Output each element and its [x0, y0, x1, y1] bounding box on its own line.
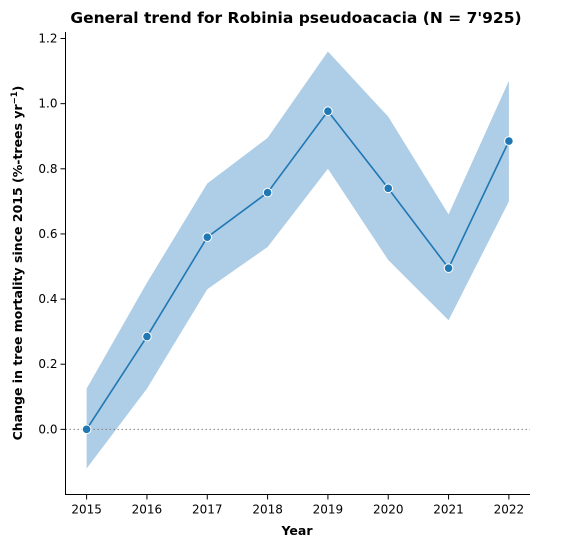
y-tick-label: 0.6 [38, 227, 57, 241]
x-tick-label: 2018 [252, 503, 283, 517]
data-point-2022 [504, 136, 514, 146]
y-ticks: 0.0 0.2 0.4 0.6 0.8 1.0 1.2 [38, 32, 66, 436]
data-point-2018 [262, 187, 273, 198]
x-axis-label: Year [281, 523, 314, 538]
y-axis-label-suffix: ) [10, 86, 25, 92]
x-tick-label: 2019 [313, 503, 344, 517]
data-point-2017 [202, 232, 213, 242]
x-tick-label: 2016 [132, 503, 163, 517]
confidence-band [86, 51, 509, 469]
x-tick-label: 2021 [433, 503, 464, 517]
x-tick-label: 2015 [71, 503, 102, 517]
y-tick-label: 0.4 [38, 292, 57, 306]
y-axis-label: Change in tree mortality since 2015 (%-t… [10, 86, 25, 441]
x-tick-label: 2020 [373, 503, 404, 517]
y-axis-label-superscript: −1 [10, 91, 20, 104]
data-point-2021 [443, 263, 454, 273]
y-tick-label: 0.0 [38, 422, 57, 436]
data-point-layer [81, 106, 514, 435]
data-point-2015 [81, 424, 92, 435]
series-line [85, 109, 510, 430]
y-tick-label: 0.8 [38, 162, 57, 176]
y-tick-label: 0.2 [38, 357, 57, 371]
x-tick-label: 2022 [494, 503, 525, 517]
data-point-2020 [383, 183, 394, 194]
x-tick-label: 2017 [192, 503, 223, 517]
chart-title: General trend for Robinia pseudoacacia (… [70, 9, 521, 27]
y-axis-label-main: Change in tree mortality since 2015 (%-t… [10, 104, 25, 441]
y-tick-label: 1.2 [38, 32, 57, 46]
series-line-layer [85, 109, 510, 430]
data-point-2019 [323, 106, 333, 116]
confidence-band-layer [86, 51, 509, 469]
x-ticks: 2015 2016 2017 2018 2019 2020 2021 2022 [71, 494, 525, 517]
data-point-2016 [142, 331, 152, 342]
y-tick-label: 1.0 [38, 97, 57, 111]
